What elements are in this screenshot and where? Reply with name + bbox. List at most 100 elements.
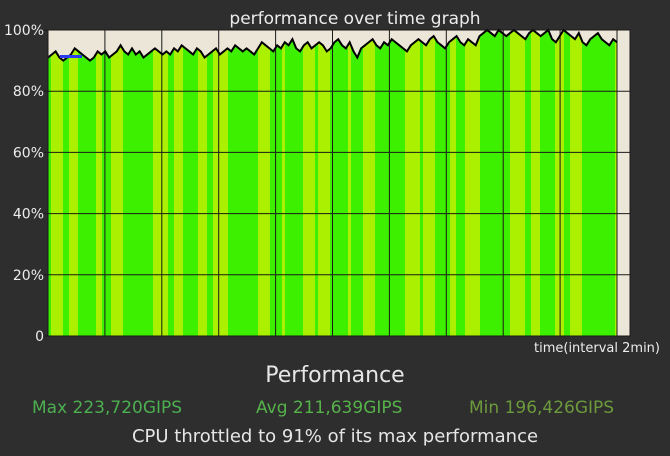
area-stripe	[330, 30, 334, 336]
y-tick-label: 40%	[13, 207, 44, 223]
area-stripe	[219, 30, 223, 336]
area-stripe	[141, 30, 145, 336]
max-performance: Max 223,720GIPS	[32, 398, 183, 418]
area-stripe	[198, 30, 202, 336]
area-stripe	[279, 30, 283, 336]
area-stripe	[585, 30, 589, 336]
area-stripe	[564, 30, 568, 336]
area-stripe	[261, 30, 265, 336]
area-stripe	[408, 30, 412, 336]
area-stripe	[147, 30, 151, 336]
area-stripe	[216, 30, 220, 336]
area-stripe	[459, 30, 463, 336]
area-stripe	[594, 30, 598, 336]
area-stripe	[183, 30, 187, 336]
area-stripe	[489, 30, 493, 336]
area-stripe	[471, 30, 475, 336]
area-stripe	[174, 30, 178, 336]
area-stripe	[492, 30, 496, 336]
area-stripe	[108, 30, 112, 336]
area-stripe	[555, 30, 559, 336]
area-stripe	[195, 30, 199, 336]
area-stripe	[396, 30, 400, 336]
area-stripe	[318, 30, 322, 336]
area-stripe	[285, 30, 289, 336]
area-stripe	[303, 30, 307, 336]
area-stripe	[447, 30, 451, 336]
area-stripe	[576, 30, 580, 336]
area-stripe	[243, 30, 247, 336]
area-stripe	[432, 30, 436, 336]
area-stripe	[483, 30, 487, 336]
area-stripe	[120, 30, 124, 336]
area-stripe	[288, 30, 292, 336]
area-stripe	[381, 30, 385, 336]
area-stripe	[192, 30, 196, 336]
performance-line	[47, 28, 618, 62]
area-stripe	[378, 30, 382, 336]
area-stripe	[420, 30, 424, 336]
x-axis-label: time(interval 2min)	[534, 341, 660, 356]
area-stripe	[138, 30, 142, 336]
area-stripe	[387, 30, 391, 336]
area-stripe	[327, 30, 331, 336]
vertical-grid	[104, 30, 618, 336]
area-stripe	[441, 30, 445, 336]
area-stripe	[96, 30, 100, 336]
start-marker	[60, 55, 82, 58]
stats-row: Max 223,720GIPS Avg 211,639GIPS Min 196,…	[0, 398, 670, 420]
area-stripe	[519, 30, 523, 336]
area-stripe	[354, 30, 358, 336]
performance-area	[48, 30, 617, 336]
area-stripe	[405, 30, 409, 336]
area-stripe	[132, 30, 136, 336]
area-stripe	[390, 30, 394, 336]
area-stripe	[552, 30, 556, 336]
area-stripe	[363, 30, 367, 336]
area-stripe	[111, 30, 115, 336]
area-stripe	[372, 30, 376, 336]
area-stripe	[495, 30, 499, 336]
area-stripe	[168, 30, 172, 336]
area-stripe	[549, 30, 553, 336]
y-tick-label: 60%	[13, 145, 44, 161]
area-stripe	[246, 30, 250, 336]
area-stripe	[99, 30, 103, 336]
area-stripe	[513, 30, 517, 336]
area-stripe	[429, 30, 433, 336]
area-stripe	[486, 30, 490, 336]
area-stripe	[393, 30, 397, 336]
area-stripe	[600, 30, 604, 336]
area-stripe	[105, 30, 109, 336]
area-stripe	[426, 30, 430, 336]
area-stripe	[612, 30, 616, 336]
area-stripe	[186, 30, 190, 336]
area-stripe	[375, 30, 379, 336]
area-stripe	[411, 30, 415, 336]
area-stripe	[306, 30, 310, 336]
area-stripe	[270, 30, 274, 336]
area-stripe	[522, 30, 526, 336]
area-stripe	[123, 30, 127, 336]
area-stripe	[465, 30, 469, 336]
area-stripe	[252, 30, 256, 336]
area-stripe	[474, 30, 478, 336]
plot-border	[47, 29, 631, 337]
area-stripe	[84, 30, 88, 336]
area-stripe	[480, 30, 484, 336]
area-stripe	[588, 30, 592, 336]
area-stripe	[60, 30, 64, 336]
area-stripe	[135, 30, 139, 336]
avg-performance: Avg 211,639GIPS	[256, 398, 403, 418]
area-stripe	[102, 30, 106, 336]
area-stripe	[435, 30, 439, 336]
area-stripe	[315, 30, 319, 336]
area-stripe	[165, 30, 169, 336]
area-stripe	[240, 30, 244, 336]
area-stripe	[507, 30, 511, 336]
area-stripe	[156, 30, 160, 336]
area-stripe	[534, 30, 538, 336]
area-stripe	[546, 30, 550, 336]
area-stripe	[180, 30, 184, 336]
area-stripe	[384, 30, 388, 336]
